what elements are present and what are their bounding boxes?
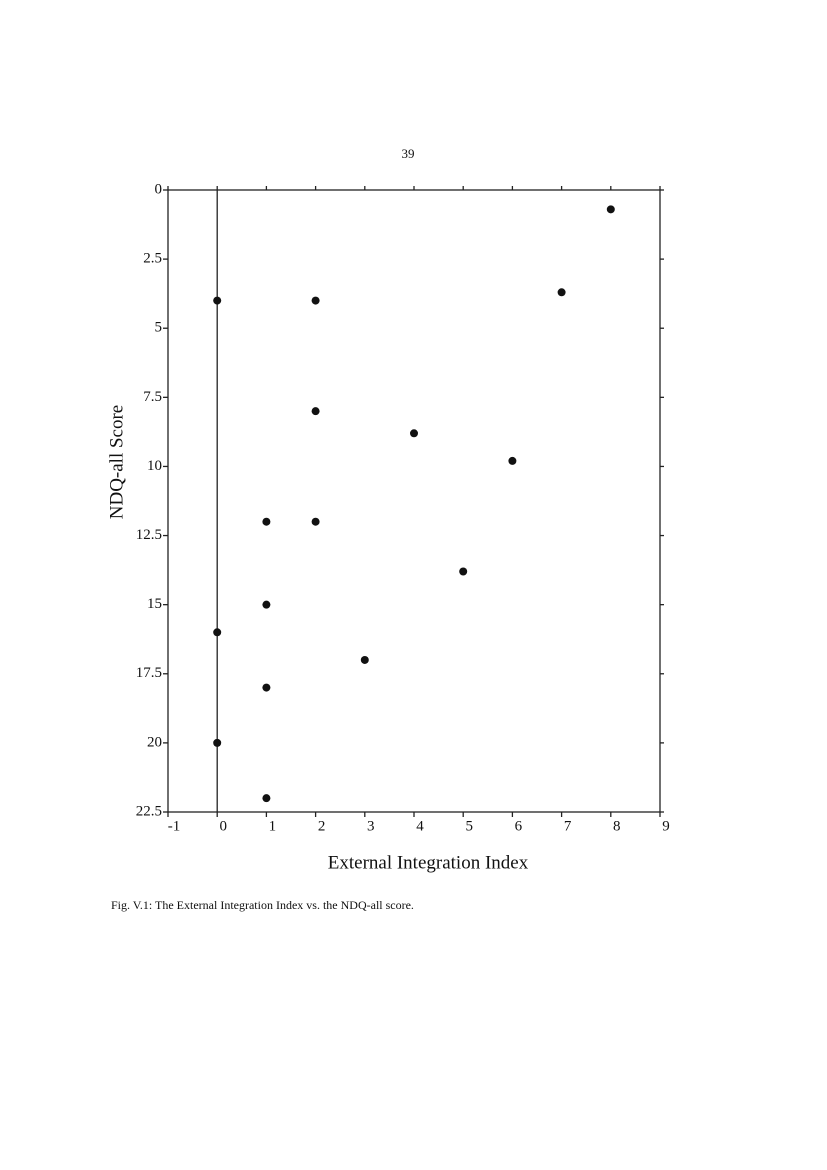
x-tick-label: 0 xyxy=(219,818,227,834)
y-tick-label: 12.5 xyxy=(136,527,162,543)
x-tick-label: 2 xyxy=(318,818,326,834)
x-tick-label: 3 xyxy=(367,818,375,834)
point xyxy=(557,288,566,297)
plot-frame xyxy=(167,189,661,813)
point xyxy=(213,296,222,305)
y-tick-label: 15 xyxy=(147,596,162,612)
y-tick-label: 22.5 xyxy=(136,803,162,819)
x-tick-label: 1 xyxy=(269,818,277,834)
point xyxy=(213,628,222,637)
caption: Fig. V.1: The External Integration Index… xyxy=(111,898,414,912)
page-number: 39 xyxy=(402,146,415,161)
y-tick-label: 10 xyxy=(147,458,162,474)
point xyxy=(311,407,320,416)
y-tick-label: 0 xyxy=(155,181,163,197)
x-tick-label: 6 xyxy=(515,818,523,834)
point xyxy=(262,683,271,692)
x-axis-label: External Integration Index xyxy=(328,852,529,873)
point xyxy=(213,738,222,747)
x-tick-label: 9 xyxy=(662,818,670,834)
x-tick-label: 5 xyxy=(465,818,473,834)
x-tick-label: -1 xyxy=(168,818,181,834)
y-tick-label: 17.5 xyxy=(136,665,162,681)
point xyxy=(606,205,615,214)
y-tick-label: 5 xyxy=(155,320,163,336)
y-tick-label: 2.5 xyxy=(143,251,162,267)
point xyxy=(360,655,369,664)
point xyxy=(311,296,320,305)
point xyxy=(262,794,271,803)
x-tick-label: 7 xyxy=(564,818,572,834)
point xyxy=(410,429,418,438)
x-tick-label: 4 xyxy=(416,818,424,834)
y-tick-label: 7.5 xyxy=(143,389,162,405)
point xyxy=(459,567,468,576)
x-tick-label: 8 xyxy=(613,818,621,834)
y-axis-label: NDQ-all Score xyxy=(106,405,127,520)
point xyxy=(311,517,320,526)
y-tick-label: 20 xyxy=(147,734,162,750)
point xyxy=(262,600,271,609)
point xyxy=(508,456,517,465)
point xyxy=(262,517,271,526)
